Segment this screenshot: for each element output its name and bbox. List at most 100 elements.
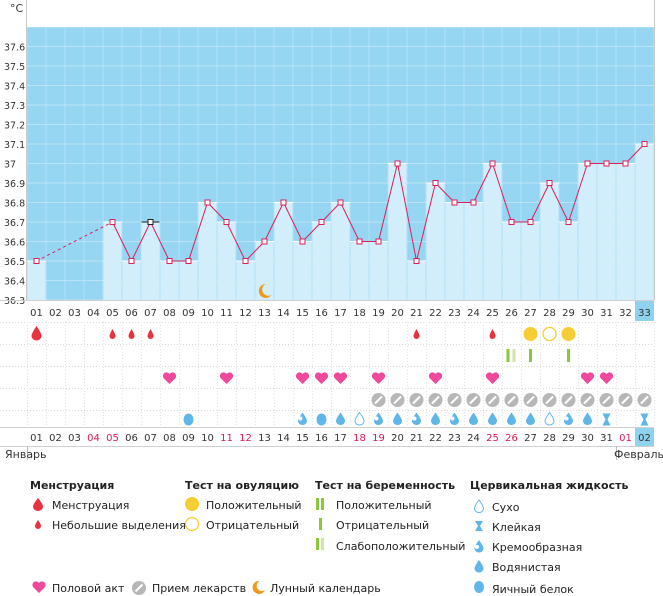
pill-stripe	[431, 395, 440, 405]
legend-pregnancy-negative: Отрицательный	[336, 519, 430, 532]
legend-ovulation-positive: Положительный	[206, 499, 302, 512]
temperature-bar	[388, 163, 407, 300]
temperature-point	[147, 219, 154, 225]
date-label: 07	[144, 433, 157, 444]
line-segment	[207, 202, 227, 223]
temperature-bar	[236, 261, 255, 300]
y-tick-label: 36.4	[4, 277, 25, 288]
y-tick-label: 37.4	[4, 82, 25, 93]
temperature-line	[33, 141, 648, 298]
date-label: 25	[486, 433, 499, 444]
intercourse-heart	[485, 372, 500, 384]
line-segment	[131, 221, 151, 262]
cervical-watery	[336, 412, 345, 425]
egg-white-icon	[474, 581, 484, 593]
y-tick-label: 36.8	[4, 199, 25, 210]
temperature-point	[242, 258, 249, 264]
month-label: Январь	[5, 448, 47, 461]
ovulation-negative	[542, 326, 557, 342]
creamy-dot	[412, 416, 417, 421]
legend-title-pregnancy: Тест на беременность	[315, 479, 456, 492]
line-segment	[473, 163, 493, 203]
temperature-bar	[483, 163, 502, 300]
cycle-day-label: 14	[277, 308, 290, 319]
temperature-point	[204, 199, 211, 206]
date-label: 05	[106, 433, 119, 444]
temperature-bar	[255, 241, 274, 300]
temperature-bar	[179, 261, 198, 300]
date-label: 26	[505, 433, 518, 444]
menstruation-drop	[31, 326, 42, 341]
line-segment	[568, 163, 588, 223]
y-tick-label: 36.5	[4, 257, 25, 268]
date-label: 01	[30, 433, 43, 444]
y-tick-label: 36.3	[4, 296, 25, 307]
temperature-bar	[464, 202, 483, 300]
line-segment	[150, 221, 170, 262]
intercourse-heart	[295, 372, 310, 384]
date-label: 19	[372, 433, 385, 444]
intercourse-heart	[219, 372, 234, 384]
line-segment-dashed	[36, 221, 113, 262]
y-tick-label: 36.6	[4, 238, 25, 249]
temperature-point	[337, 199, 344, 206]
cervical-egg-white	[183, 413, 194, 426]
legend-intercourse: Половой акт	[52, 582, 125, 595]
legend-cervical-sticky: Клейкая	[492, 521, 541, 534]
line-segment	[416, 182, 436, 262]
cycle-day-label: 07	[144, 308, 157, 319]
cycle-day-label: 03	[68, 308, 81, 319]
temperature-bar	[27, 261, 46, 300]
cycle-day-label: 15	[296, 308, 309, 319]
cycle-day-label: 11	[220, 308, 233, 319]
temperature-bar	[312, 222, 331, 300]
chart-axes: °C 37.6 37.5 37.4 37.3 37.2 37.1 37 36.9 36.8 36.7…	[4, 0, 655, 307]
legend-moon: Лунный календарь	[270, 582, 381, 595]
date-label: 14	[277, 433, 290, 444]
moon-icon	[252, 580, 265, 594]
legend-title-menstruation: Менструация	[30, 479, 115, 492]
pill-stripe	[450, 395, 459, 405]
pill-stripe	[393, 395, 402, 405]
y-tick-label: 37	[4, 160, 16, 171]
cycle-day-label: 26	[505, 308, 518, 319]
temperature-point	[280, 199, 287, 206]
line-segment	[492, 163, 512, 223]
pill-stripe	[469, 395, 478, 405]
temperature-point	[508, 219, 515, 225]
temperature-bar	[369, 241, 388, 300]
creamy-dot	[374, 416, 379, 421]
date-label: 09	[182, 433, 195, 444]
symptom-rows: 01 02 03 04 05 06 07 08 09 10 11 12 13 14 15 16 17 18 19 20…	[0, 300, 655, 428]
pill-stripe	[564, 395, 573, 405]
date-label: 10	[201, 433, 214, 444]
temperature-point	[527, 219, 534, 225]
line-segment	[378, 163, 398, 242]
cycle-day-label: 04	[87, 308, 100, 319]
date-label: 04	[87, 433, 100, 444]
temperature-point	[413, 258, 420, 264]
drop-icon	[33, 498, 43, 511]
temperature-bar	[445, 202, 464, 300]
intercourse-heart	[371, 372, 386, 384]
y-unit: °C	[10, 2, 24, 15]
temperature-point	[128, 258, 135, 264]
temperature-point	[185, 258, 192, 264]
cervical-watery	[488, 412, 497, 425]
cycle-day-label: 22	[429, 308, 442, 319]
pregnancy-line	[567, 349, 570, 362]
temperature-bar	[540, 183, 559, 300]
cycle-day-label: 25	[486, 308, 499, 319]
pregnancy-positive-icon	[316, 498, 324, 510]
intercourse-heart	[428, 372, 443, 384]
y-tick-label: 37.2	[4, 121, 25, 132]
pill-stripe	[412, 395, 421, 405]
date-label: 06	[125, 433, 138, 444]
line-segment	[188, 202, 208, 262]
temperature-point	[622, 160, 629, 167]
date-label: 03	[68, 433, 81, 444]
line-segment	[530, 182, 550, 223]
line-segment	[549, 182, 569, 223]
date-label: 18	[353, 433, 366, 444]
temperature-bar	[274, 202, 293, 300]
